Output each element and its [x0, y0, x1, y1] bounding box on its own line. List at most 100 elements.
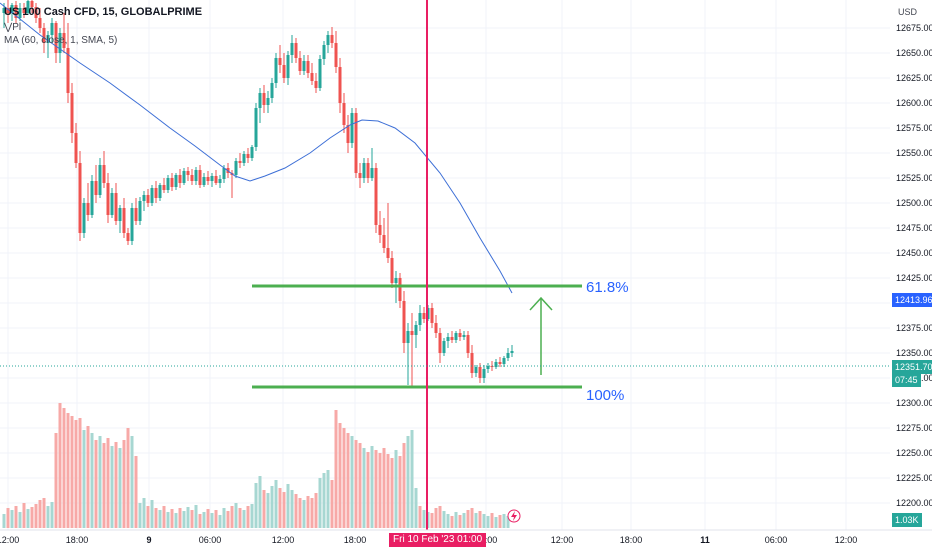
volume-bar — [94, 440, 98, 528]
volume-bar — [322, 473, 326, 528]
volume-bar — [374, 450, 378, 528]
candle-body — [94, 181, 98, 195]
candle-body — [466, 335, 470, 353]
candle-body — [214, 176, 218, 183]
candle-body — [302, 61, 306, 71]
volume-bar — [314, 493, 318, 528]
candle-body — [342, 103, 346, 125]
candle-body — [438, 333, 442, 353]
volume-bar — [270, 486, 274, 528]
candle-body — [274, 58, 278, 83]
candle-body — [202, 177, 206, 185]
candle-body — [118, 208, 122, 221]
candle-body — [122, 208, 126, 233]
candle-body — [330, 35, 334, 43]
volume-bar — [154, 508, 158, 528]
volume-bar — [114, 442, 118, 528]
ma-indicator-legend[interactable]: MA (60, close, 1, SMA, 5) — [4, 35, 118, 46]
candle-body — [278, 58, 282, 65]
chart-title: US 100 Cash CFD, 15, GLOBALPRIME — [4, 6, 203, 18]
volume-bar — [346, 433, 350, 528]
volume-bar — [446, 514, 450, 528]
volume-bar — [50, 502, 54, 528]
time-tick-label: 18:00 — [620, 535, 643, 545]
volume-bar — [378, 453, 382, 528]
volume-bar — [438, 506, 442, 528]
volume-bar — [278, 488, 282, 528]
candle-body — [138, 201, 142, 221]
candle-body — [142, 195, 146, 201]
volume-bar — [2, 514, 6, 528]
candle-body — [134, 208, 138, 221]
price-tick-label: 12200.00 — [896, 498, 932, 508]
volume-bar — [106, 438, 110, 528]
volume-bar — [398, 456, 402, 528]
candle-body — [182, 171, 186, 183]
candle-body — [266, 98, 270, 105]
candle-body — [450, 337, 454, 340]
candle-body — [358, 173, 362, 178]
candle-body — [242, 154, 246, 163]
volume-bar — [394, 450, 398, 528]
volume-bar — [198, 514, 202, 528]
volume-bar — [274, 480, 278, 528]
candle-body — [458, 333, 462, 337]
lightning-icon[interactable] — [507, 509, 521, 523]
candle-body — [190, 175, 194, 181]
legend-line-2: ⋁Pl — [4, 22, 22, 33]
candle-body — [178, 175, 182, 183]
volume-bar — [366, 452, 370, 528]
price-tick-label: 12375.00 — [896, 323, 932, 333]
candle-body — [350, 113, 354, 143]
time-tick-label: 12:00 — [272, 535, 295, 545]
price-tick-label: 12300.00 — [896, 398, 932, 408]
candle-body — [210, 176, 214, 181]
volume-bar — [202, 512, 206, 528]
price-tick-label: 12225.00 — [896, 473, 932, 483]
volume-bar — [90, 433, 94, 528]
ma-line — [0, 2, 513, 294]
volume-bar — [506, 516, 510, 528]
up-arrow[interactable] — [529, 296, 553, 375]
volume-bar — [206, 509, 210, 528]
volume-bar — [282, 492, 286, 528]
fib-100-label: 100% — [586, 387, 624, 404]
price-tick-label: 12550.00 — [896, 148, 932, 158]
volume-bar — [178, 508, 182, 528]
candle-body — [474, 367, 478, 373]
candle-body — [422, 313, 426, 319]
candle-body — [506, 353, 510, 358]
candles — [2, 0, 514, 388]
volume-bar — [246, 506, 250, 528]
candle-body — [258, 93, 262, 108]
volume-bar — [430, 513, 434, 528]
volume-bar — [18, 512, 22, 528]
volume-bar — [494, 517, 498, 528]
candle-body — [102, 165, 106, 183]
candle-body — [22, 8, 26, 13]
candle-body — [478, 367, 482, 378]
candle-body — [70, 93, 74, 133]
candle-body — [218, 179, 222, 183]
volume-bar — [14, 506, 18, 528]
volume-bar — [362, 448, 366, 528]
volume-bar — [254, 483, 258, 528]
candle-body — [454, 333, 458, 340]
volume-bar — [22, 503, 26, 528]
price-tick-label: 12675.00 — [896, 23, 932, 33]
candle-body — [470, 353, 474, 373]
volume-bar — [182, 511, 186, 528]
volume-bar — [150, 500, 154, 528]
volume-bar — [450, 516, 454, 528]
candle-body — [150, 188, 154, 203]
price-axis[interactable] — [890, 0, 932, 550]
candle-body — [38, 18, 42, 28]
volume-bar — [102, 443, 106, 528]
candle-body — [198, 170, 202, 185]
candle-body — [322, 45, 326, 59]
candle-body — [174, 175, 178, 187]
candle-body — [2, 8, 6, 13]
fib-price-badge: 12413.96 — [892, 293, 932, 307]
candle-body — [110, 193, 114, 215]
